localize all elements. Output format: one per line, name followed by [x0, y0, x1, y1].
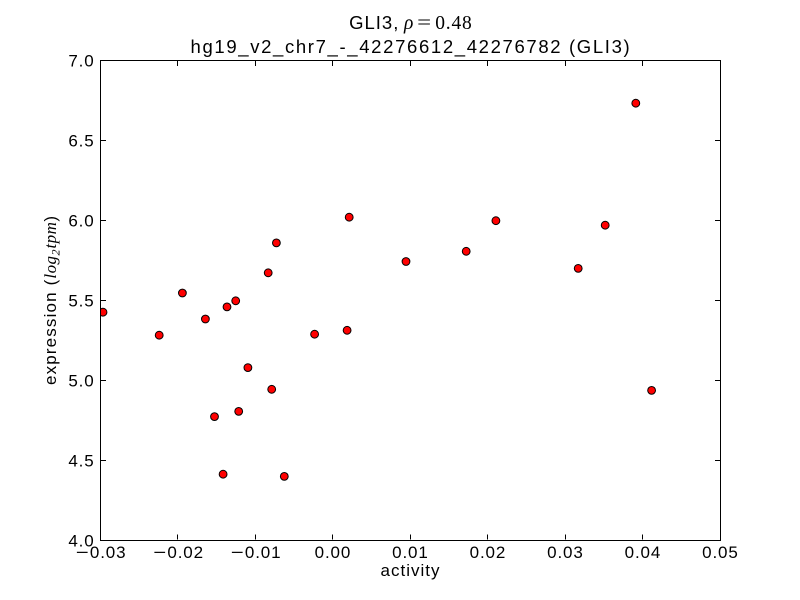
svg-text:5.0: 5.0 [68, 372, 94, 391]
svg-text:6.5: 6.5 [68, 132, 94, 151]
svg-text:6.0: 6.0 [68, 212, 94, 231]
svg-text:0.05: 0.05 [702, 543, 739, 562]
svg-text:0.01: 0.01 [392, 543, 429, 562]
svg-text:0.03: 0.03 [547, 543, 584, 562]
svg-text:−0.01: −0.01 [231, 543, 282, 562]
svg-text:7.0: 7.0 [68, 52, 94, 71]
svg-text:4.0: 4.0 [68, 532, 94, 551]
svg-text:expression (log2tpm): expression (log2tpm) [41, 216, 63, 385]
svg-text:activity: activity [381, 561, 441, 580]
svg-text:−0.03: −0.03 [76, 543, 127, 562]
svg-text:0.04: 0.04 [625, 543, 662, 562]
svg-text:4.5: 4.5 [68, 452, 94, 471]
svg-text:0.02: 0.02 [470, 543, 507, 562]
svg-text:5.5: 5.5 [68, 292, 94, 311]
svg-text:−0.02: −0.02 [153, 543, 204, 562]
svg-text:0.00: 0.00 [315, 543, 352, 562]
svg-text:GLI3,ρ=0.48: GLI3, ρ = 0.48 [349, 12, 472, 34]
svg-text:hg19_v2_chr7_-_42276612_422767: hg19_v2_chr7_-_42276612_42276782 (GLI3) [191, 36, 632, 58]
